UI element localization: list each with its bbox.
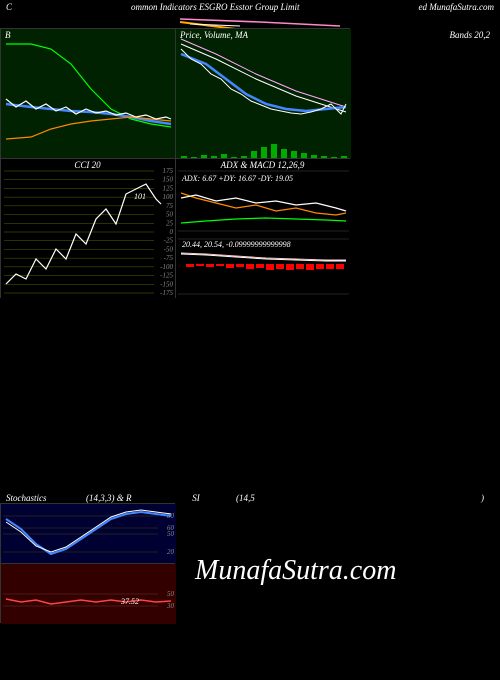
cci-chart: CCI 20 1751501251007550250-25-50-75-100-… bbox=[0, 158, 175, 298]
price-title: Price, Volume, MA bbox=[180, 30, 248, 40]
cci-title: CCI 20 bbox=[74, 160, 100, 170]
svg-text:101: 101 bbox=[134, 192, 146, 201]
svg-text:-150: -150 bbox=[160, 280, 173, 288]
stochastics-params: (14,3,3) & R bbox=[86, 493, 156, 503]
svg-text:0: 0 bbox=[170, 228, 174, 236]
svg-text:ADX: 6.67 +DY: 16.67 -DY: 19.0: ADX: 6.67 +DY: 16.67 -DY: 19.05 bbox=[181, 174, 293, 183]
svg-text:30: 30 bbox=[166, 602, 175, 610]
stochastics-label: Stochastics bbox=[6, 493, 86, 503]
svg-text:100: 100 bbox=[163, 193, 174, 201]
svg-text:75: 75 bbox=[166, 202, 174, 210]
si-paren: ) bbox=[316, 493, 494, 503]
bands-label: Bands 20,2 bbox=[450, 30, 491, 40]
svg-text:20.44, 20.54, -0.09999999999: 20.44, 20.54, -0.09999999999998 bbox=[182, 240, 291, 249]
svg-text:-175: -175 bbox=[160, 289, 173, 297]
svg-text:20: 20 bbox=[167, 548, 175, 556]
svg-text:-100: -100 bbox=[160, 263, 173, 271]
svg-text:37.52: 37.52 bbox=[120, 597, 139, 606]
svg-text:-50: -50 bbox=[164, 245, 174, 253]
stochastics-chart: 80605020 bbox=[0, 503, 175, 563]
bollinger-chart: B bbox=[0, 28, 175, 158]
rsi-chart: 50 30 37.52 bbox=[0, 563, 175, 623]
adx-macd-chart: ADX & MACD 12,26,9 ADX: 6.67 +DY: 16.67 … bbox=[175, 158, 350, 298]
svg-text:150: 150 bbox=[163, 176, 174, 184]
svg-text:-25: -25 bbox=[164, 237, 174, 245]
si-params: (14,5 bbox=[236, 493, 316, 503]
si-label: SI bbox=[156, 493, 236, 503]
svg-text:175: 175 bbox=[163, 167, 174, 175]
header-left: C bbox=[6, 2, 12, 12]
price-volume-chart: Price, Volume, MA bbox=[175, 28, 350, 158]
svg-text:50: 50 bbox=[166, 211, 174, 219]
page-header: C ommon Indicators ESGRO Esstor Group Li… bbox=[0, 0, 500, 14]
svg-text:25: 25 bbox=[166, 219, 174, 227]
watermark-text: MunafaSutra.com bbox=[195, 555, 396, 587]
adx-macd-title: ADX & MACD 12,26,9 bbox=[221, 160, 305, 170]
svg-text:50: 50 bbox=[167, 590, 175, 598]
svg-text:-75: -75 bbox=[164, 254, 174, 262]
svg-text:-125: -125 bbox=[160, 272, 173, 280]
svg-text:50: 50 bbox=[167, 530, 175, 538]
header-trend-lines bbox=[0, 14, 500, 28]
header-center: ommon Indicators ESGRO Esstor Group Limi… bbox=[131, 2, 299, 12]
bollinger-title: B bbox=[5, 30, 11, 40]
svg-text:125: 125 bbox=[163, 184, 174, 192]
header-right: ed MunafaSutra.com bbox=[419, 2, 495, 12]
